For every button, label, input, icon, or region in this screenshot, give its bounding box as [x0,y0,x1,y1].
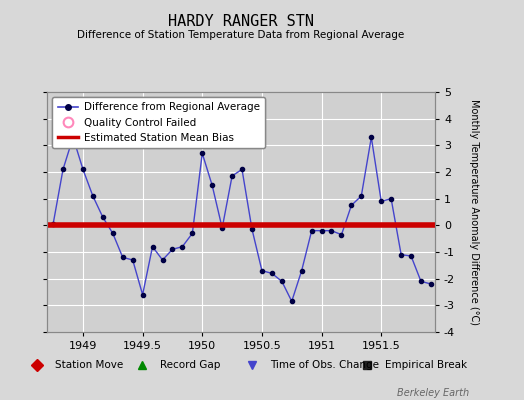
Y-axis label: Monthly Temperature Anomaly Difference (°C): Monthly Temperature Anomaly Difference (… [469,99,479,325]
Text: Empirical Break: Empirical Break [385,360,467,370]
Text: Record Gap: Record Gap [160,360,221,370]
Text: Berkeley Earth: Berkeley Earth [397,388,469,398]
Text: Station Move: Station Move [55,360,123,370]
Text: Time of Obs. Change: Time of Obs. Change [270,360,379,370]
Text: HARDY RANGER STN: HARDY RANGER STN [168,14,314,29]
Text: Difference of Station Temperature Data from Regional Average: Difference of Station Temperature Data f… [78,30,405,40]
Legend: Difference from Regional Average, Quality Control Failed, Estimated Station Mean: Difference from Regional Average, Qualit… [52,97,265,148]
